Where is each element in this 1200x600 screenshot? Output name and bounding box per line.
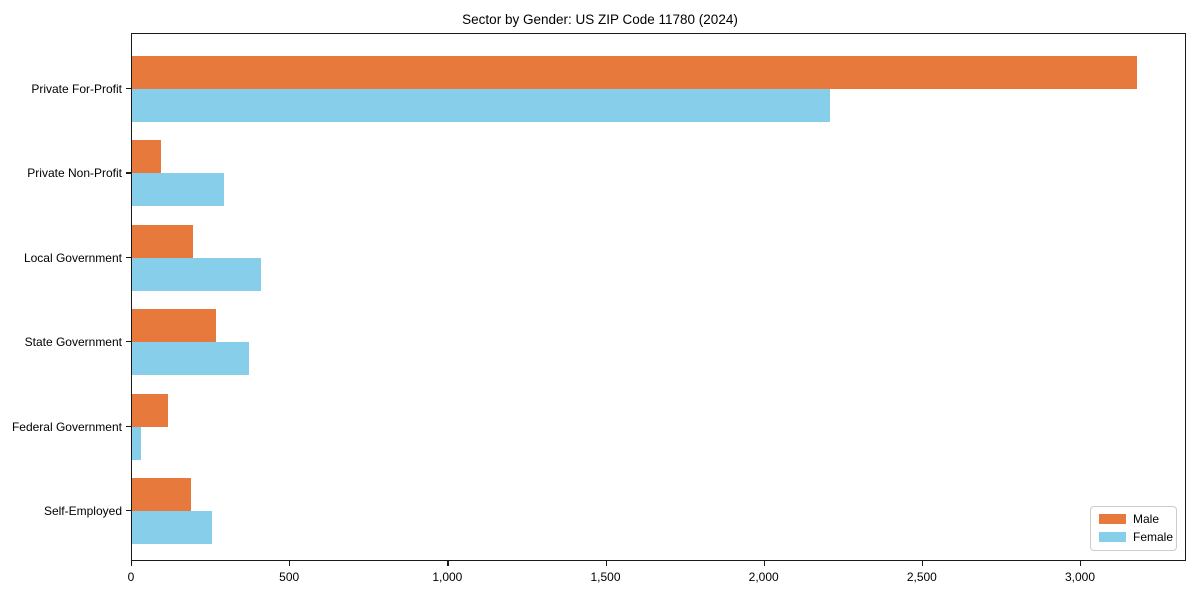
x-axis-tick-label: 2,000: [748, 570, 779, 584]
y-tick-mark: [126, 510, 131, 512]
y-tick-mark: [126, 88, 131, 90]
x-axis-tick-label: 500: [279, 570, 300, 584]
y-axis-label-private-for-profit: Private For-Profit: [31, 82, 122, 96]
x-axis-tick-label: 1,000: [432, 570, 463, 584]
bar-male-state-government: [132, 309, 217, 343]
x-tick-mark: [763, 561, 765, 566]
y-tick-mark: [126, 256, 131, 258]
x-tick-mark: [921, 561, 924, 566]
bar-female-local-government: [132, 257, 262, 291]
bar-female-state-government: [132, 342, 250, 376]
x-axis-tick-label: 0: [127, 570, 135, 584]
bar-female-private-for-profit: [132, 89, 830, 122]
y-tick-mark: [126, 172, 131, 174]
x-axis-tick-label: 2,500: [906, 570, 937, 584]
x-tick-mark: [131, 561, 133, 566]
y-axis-label-private-non-profit: Private Non-Profit: [27, 166, 122, 181]
y-tick-mark: [126, 425, 131, 427]
y-axis-label-federal-government: Federal Government: [11, 419, 122, 434]
legend-item-female: Female: [1099, 530, 1173, 544]
bar-female-private-non-profit: [132, 173, 225, 207]
bar-male-local-government: [132, 224, 194, 258]
legend-swatch-male: [1099, 514, 1126, 524]
x-tick-mark: [289, 561, 291, 566]
legend-label-male: Male: [1133, 512, 1160, 526]
bar-female-self-employed: [132, 511, 213, 544]
y-axis-label-self-employed: Self-Employed: [43, 504, 122, 518]
legend-item-male: Male: [1099, 512, 1168, 526]
y-axis-label-local-government: Local Government: [23, 250, 122, 265]
bar-male-federal-government: [132, 393, 169, 427]
y-tick-mark: [126, 341, 131, 343]
legend: Male Female: [1090, 506, 1177, 551]
x-axis-tick-label: 1,500: [590, 570, 621, 584]
chart-title: Sector by Gender: US ZIP Code 11780 (202…: [462, 12, 738, 27]
x-tick-mark: [447, 561, 449, 566]
x-tick-mark: [1080, 561, 1082, 566]
legend-label-female: Female: [1133, 530, 1174, 544]
bar-male-private-for-profit: [132, 56, 1137, 89]
plot-area: [131, 33, 1186, 561]
x-tick-mark: [605, 561, 607, 566]
bar-female-federal-government: [132, 426, 141, 460]
bar-male-private-non-profit: [132, 140, 162, 174]
y-axis-label-state-government: State Government: [24, 335, 122, 350]
bar-male-self-employed: [132, 478, 191, 511]
legend-swatch-female: [1099, 532, 1126, 542]
x-axis-tick-label: 3,000: [1065, 570, 1096, 584]
